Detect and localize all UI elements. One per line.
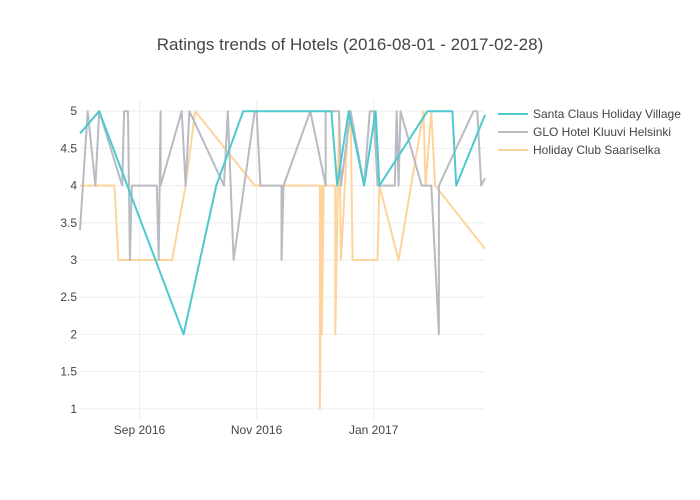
- x-tick-label: Jan 2017: [349, 423, 399, 437]
- series-line-holiday-club-saariselka: [80, 110, 486, 410]
- x-tick-label: Sep 2016: [114, 423, 166, 437]
- y-tick-label: 2.5: [60, 290, 77, 304]
- legend-label: GLO Hotel Kluuvi Helsinki: [533, 125, 671, 139]
- series-line-glo-hotel-kluuvi-helsinki: [79, 110, 486, 336]
- y-tick-label: 1.5: [60, 365, 77, 379]
- x-tick-label: Nov 2016: [231, 423, 283, 437]
- y-tick-label: 3: [70, 253, 77, 267]
- y-tick-label: 5: [70, 104, 77, 118]
- y-tick-label: 1: [70, 402, 77, 416]
- y-tick-label: 3.5: [60, 216, 77, 230]
- series-layer: [79, 110, 486, 410]
- legend[interactable]: Santa Claus Holiday Village GLO Hotel Klu…: [498, 107, 681, 157]
- y-tick-label: 4: [70, 179, 77, 193]
- legend-item[interactable]: GLO Hotel Kluuvi Helsinki: [498, 125, 671, 139]
- axis-layer: 1 1.5 2 2.5 3 3.5 4 4.5 5 Sep 2016 Nov 2016 Jan 201…: [60, 104, 398, 437]
- legend-label: Santa Claus Holiday Village: [533, 107, 681, 121]
- y-tick-label: 4.5: [60, 141, 77, 155]
- chart-title: Ratings trends of Hotels (2016-08-01 - 2…: [157, 35, 544, 54]
- legend-label: Holiday Club Saariselka: [533, 143, 661, 157]
- legend-item[interactable]: Santa Claus Holiday Village: [498, 107, 681, 121]
- legend-item[interactable]: Holiday Club Saariselka: [498, 143, 661, 157]
- y-tick-label: 2: [70, 327, 77, 341]
- series-line-santa-claus-holiday-village: [79, 110, 486, 336]
